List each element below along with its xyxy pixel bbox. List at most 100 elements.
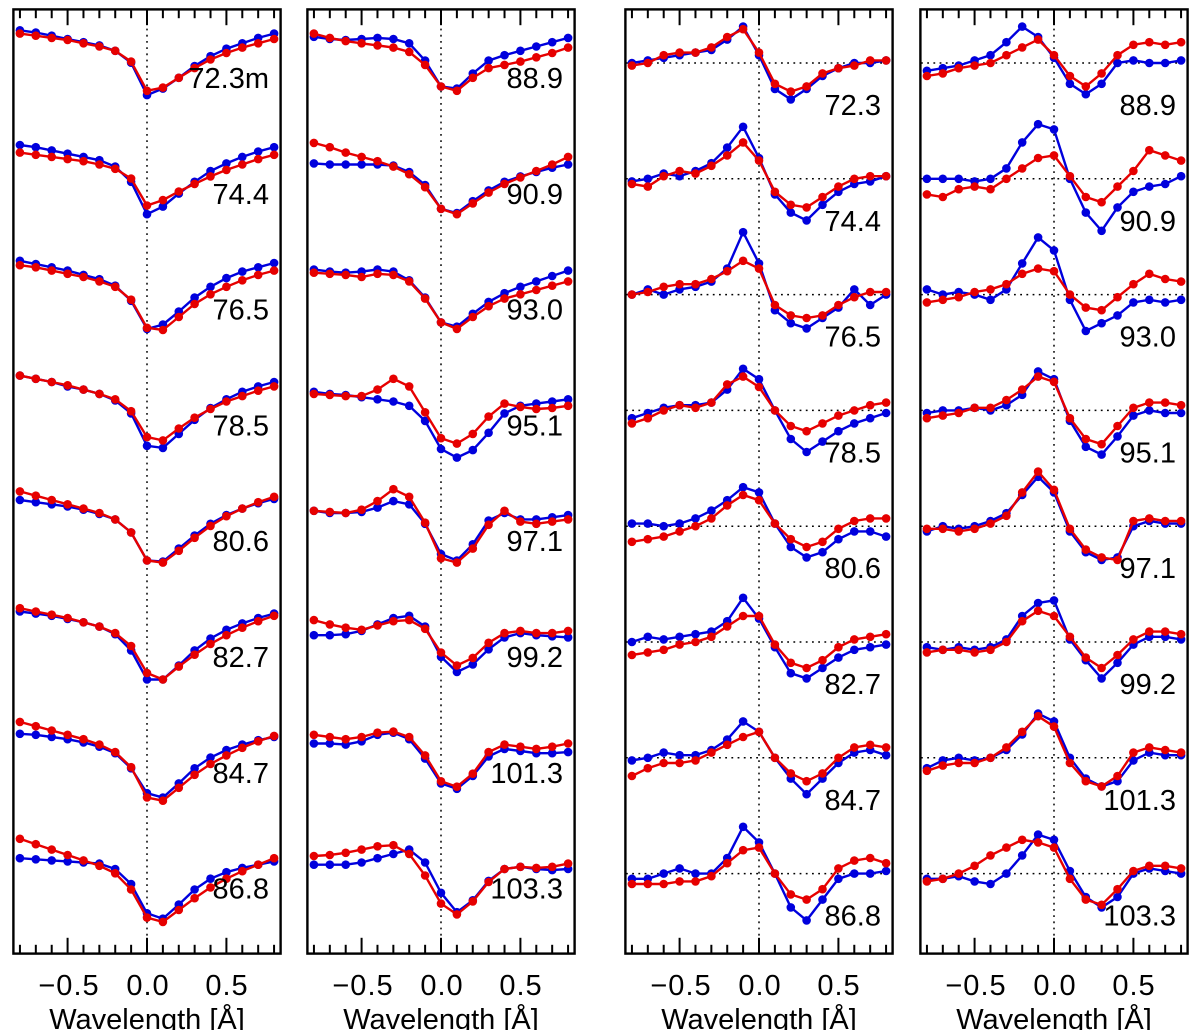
data-point-red <box>142 201 152 210</box>
data-point-red <box>190 413 199 423</box>
data-point-red <box>420 871 430 880</box>
profile-label: 101.3 <box>490 758 563 790</box>
data-point-blue <box>373 395 382 404</box>
data-point-red <box>627 771 637 781</box>
data-point-red <box>738 611 748 621</box>
data-point-red <box>818 192 827 202</box>
data-point-blue <box>1113 58 1122 68</box>
data-point-blue <box>158 202 168 211</box>
data-point-red <box>563 43 573 52</box>
data-point-red <box>206 172 215 181</box>
data-point-red <box>420 60 430 70</box>
data-point-blue <box>786 95 796 104</box>
data-point-blue <box>63 857 72 866</box>
data-point-blue <box>1113 892 1122 902</box>
data-point-blue <box>373 853 382 863</box>
data-point-red <box>802 82 811 91</box>
data-point-red <box>659 645 668 655</box>
x-axis-title: Wavelength [Å] <box>343 1004 539 1030</box>
data-point-red <box>1033 838 1043 847</box>
data-point-red <box>190 650 199 659</box>
data-point-red <box>158 195 168 205</box>
data-point-red <box>126 762 136 772</box>
data-point-red <box>881 858 891 868</box>
data-point-red <box>850 174 859 184</box>
data-point-red <box>834 182 843 191</box>
data-point-blue <box>158 443 168 453</box>
data-point-red <box>500 399 509 408</box>
data-point-blue <box>1176 56 1186 65</box>
data-point-red <box>253 270 263 280</box>
data-point-red <box>31 491 41 501</box>
profile-label: 86.8 <box>213 874 269 906</box>
data-point-blue <box>500 409 509 418</box>
data-point-red <box>142 556 152 565</box>
data-point-blue <box>1129 411 1138 420</box>
data-point-blue <box>818 895 827 904</box>
data-point-red <box>325 390 335 400</box>
data-point-red <box>1176 277 1186 286</box>
data-point-red <box>341 36 350 46</box>
data-point-red <box>850 61 859 70</box>
data-point-red <box>1081 192 1091 202</box>
data-point-red <box>357 39 366 48</box>
data-point-red <box>31 374 41 384</box>
profile-label: 74.4 <box>825 206 881 238</box>
data-point-red <box>532 53 541 62</box>
data-point-red <box>1049 611 1059 621</box>
data-point-blue <box>1033 119 1043 129</box>
x-tick-label-zero: 0.0 <box>1033 970 1077 1002</box>
data-point-red <box>47 266 56 275</box>
data-point-blue <box>818 547 827 557</box>
plot-canvas-stokes-right: 88.9 90.9 93.0 95.1 97.1 99.2 101.3 103.3 <box>919 8 1189 955</box>
data-point-red <box>738 732 748 742</box>
data-point-red <box>79 734 88 744</box>
data-point-red <box>643 413 653 423</box>
plot-canvas-stokes-left: 72.3 74.4 76.5 78.5 80.6 82.7 84.7 86.8 <box>624 8 894 955</box>
data-point-blue <box>1097 674 1106 683</box>
data-point-red <box>770 519 780 528</box>
data-point-red <box>1017 164 1027 173</box>
data-point-red <box>1176 516 1186 526</box>
data-point-blue <box>563 633 573 642</box>
data-point-red <box>643 648 653 657</box>
data-point-red <box>1145 269 1154 279</box>
data-point-blue <box>516 46 525 56</box>
data-point-blue <box>786 434 796 444</box>
data-point-red <box>850 292 859 302</box>
data-point-red <box>269 34 279 44</box>
data-point-blue <box>922 285 932 294</box>
data-point-red <box>770 640 780 649</box>
data-point-red <box>802 426 811 436</box>
data-point-red <box>15 834 25 844</box>
data-point-red <box>922 766 932 776</box>
x-tick-label-zero: 0.0 <box>126 970 170 1002</box>
data-point-red <box>938 192 948 202</box>
data-point-red <box>1176 864 1186 873</box>
data-point-blue <box>754 374 764 384</box>
data-point-red <box>986 184 995 194</box>
data-point-red <box>238 743 247 753</box>
data-point-blue <box>818 437 827 446</box>
data-point-red <box>627 61 637 70</box>
data-point-red <box>341 848 350 858</box>
data-point-red <box>484 747 493 757</box>
data-point-blue <box>206 874 215 883</box>
data-point-red <box>754 382 764 392</box>
data-point-red <box>404 732 414 742</box>
data-point-red <box>373 269 382 279</box>
data-point-red <box>95 277 104 286</box>
data-point-red <box>404 47 414 57</box>
data-point-red <box>754 611 764 621</box>
data-point-blue <box>31 730 41 740</box>
data-point-red <box>938 874 948 884</box>
data-point-red <box>269 731 279 741</box>
data-point-red <box>659 532 668 541</box>
data-point-red <box>404 492 414 502</box>
data-point-red <box>547 517 557 526</box>
data-point-red <box>500 740 509 749</box>
data-point-red <box>341 148 350 157</box>
profile-label: 80.6 <box>825 553 881 585</box>
data-point-red <box>373 41 382 50</box>
